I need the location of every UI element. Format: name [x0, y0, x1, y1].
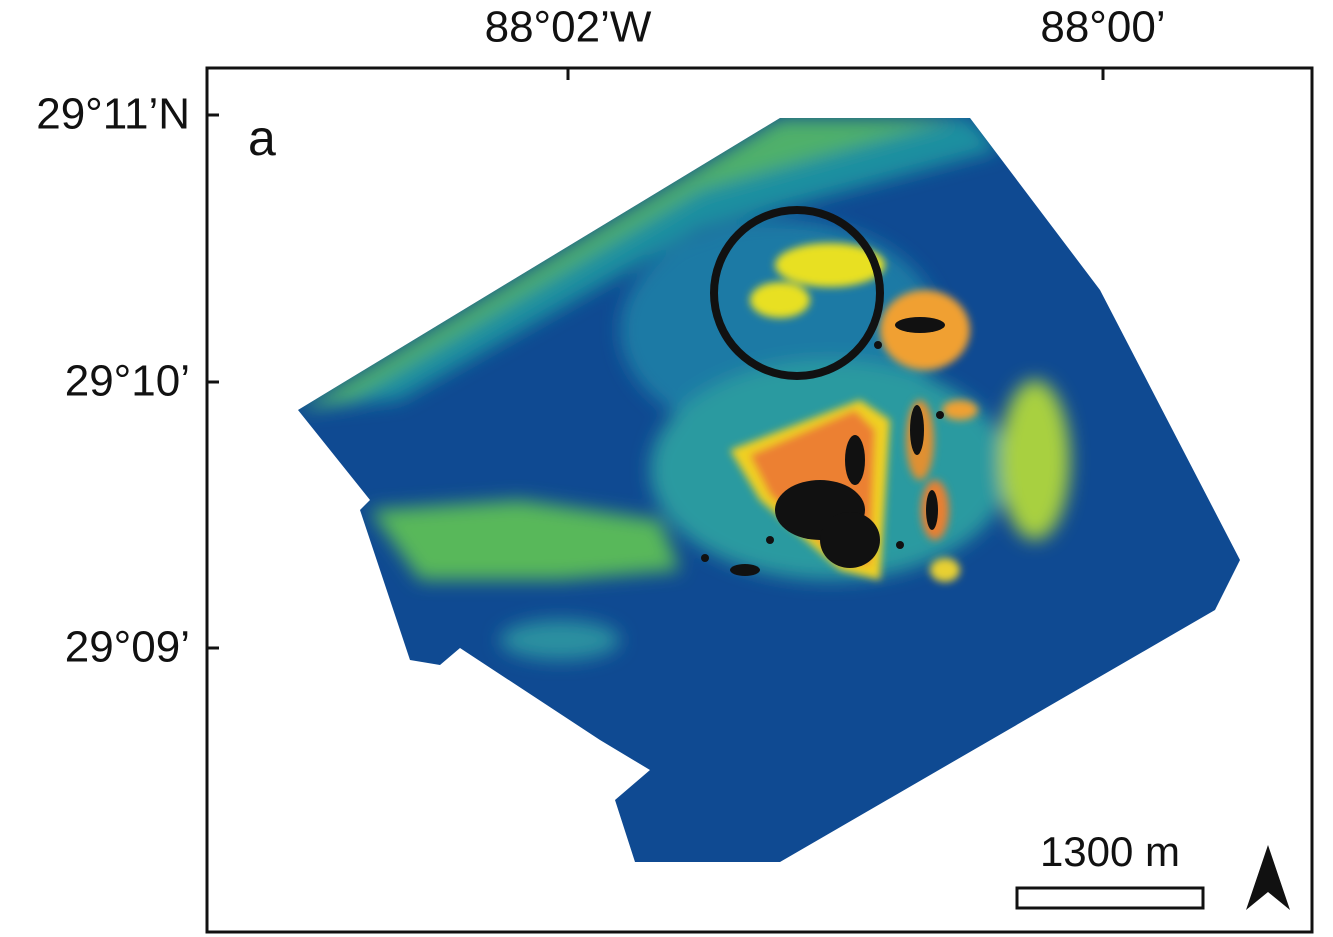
scale-bar: [1015, 886, 1205, 910]
map-frame: [205, 66, 1314, 934]
highlight-circle: [710, 206, 884, 380]
north-arrow: [1246, 845, 1290, 910]
latitude-label: 29°11’N: [36, 90, 190, 139]
latitude-label: 29°10’: [65, 357, 190, 406]
latitude-label: 29°09’: [65, 623, 190, 672]
bathymetry: [298, 118, 1240, 862]
panel-label: a: [248, 110, 276, 166]
longitude-label: 88°00’: [1040, 3, 1165, 52]
scale-bar-label: 1300 m: [1040, 828, 1180, 875]
longitude-label: 88°02’W: [485, 3, 652, 52]
seep-points: [701, 317, 945, 576]
ticks: [207, 68, 1105, 650]
